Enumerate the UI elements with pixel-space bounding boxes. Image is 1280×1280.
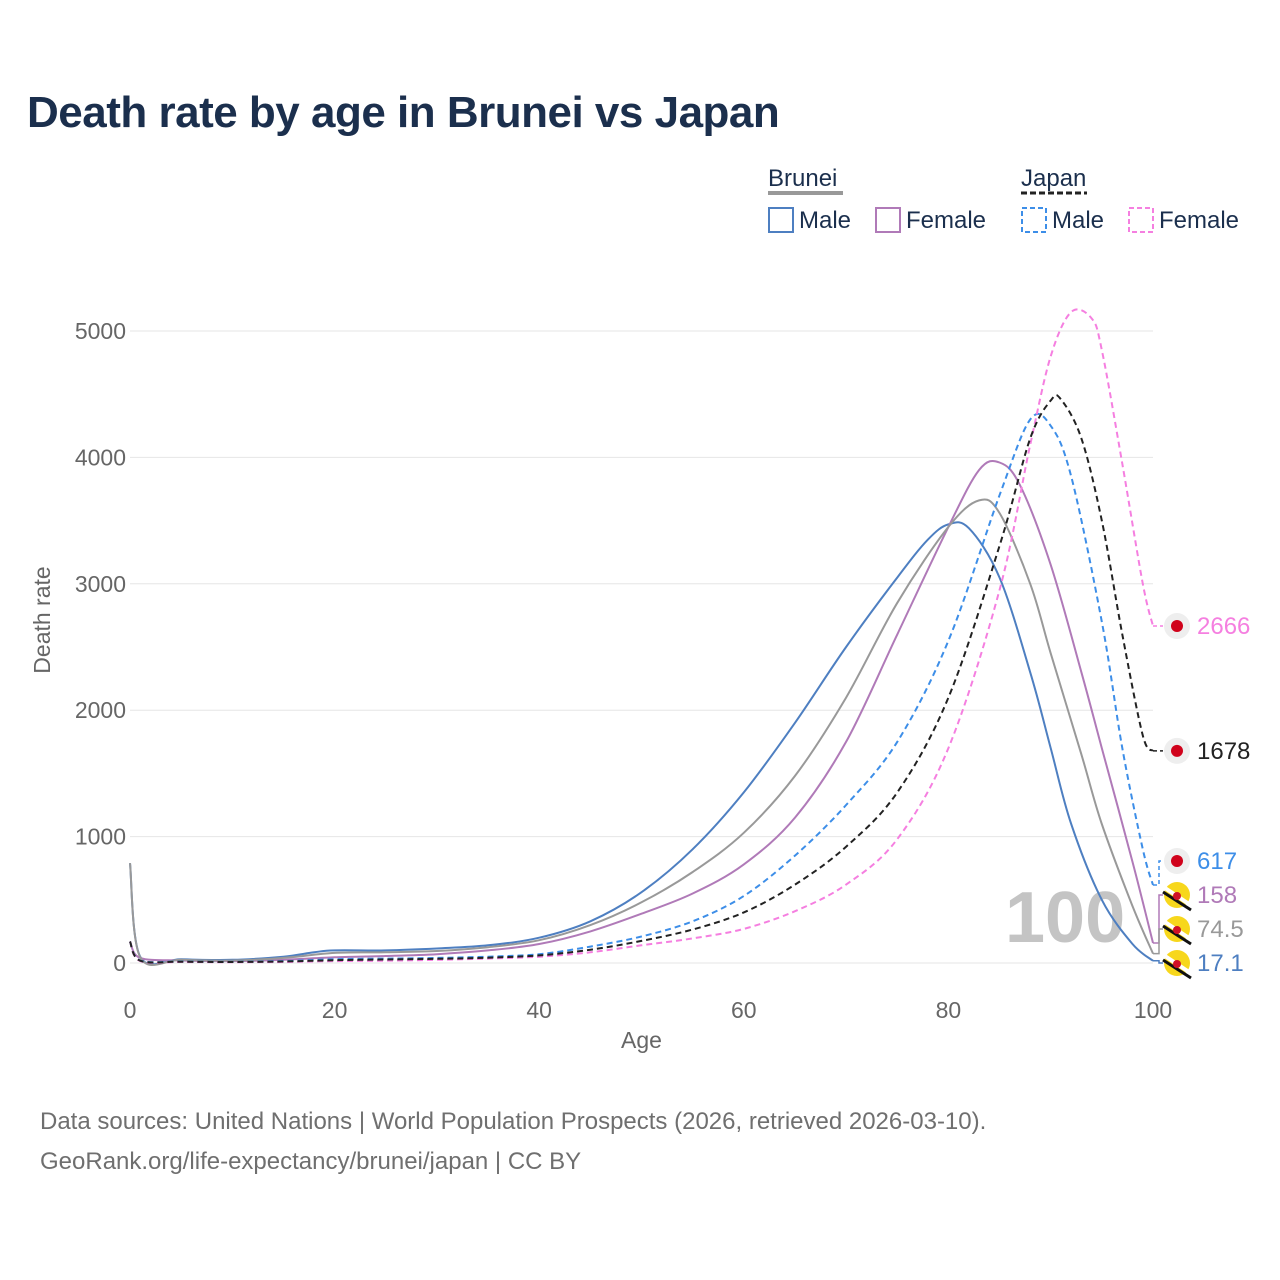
grid bbox=[130, 330, 1153, 964]
legend-label-brunei-male[interactable]: Male bbox=[799, 207, 851, 234]
legend-group-japan: Japan bbox=[1021, 165, 1086, 192]
flag-marker-japan_male bbox=[1164, 848, 1190, 874]
flag-marker-japan_total bbox=[1164, 737, 1190, 764]
series-line-japan_total[interactable] bbox=[129, 394, 1154, 964]
axes: 0 1000 2000 3000 4000 5000 0 20 40 60 80 100 Age Deat… bbox=[29, 318, 1172, 1053]
y-tick-label-1000: 1000 bbox=[75, 824, 126, 850]
y-axis-title: Death rate bbox=[29, 566, 55, 673]
end-label-japan_total: 1678 bbox=[1197, 738, 1250, 765]
end-label-japan_male: 617 bbox=[1197, 848, 1237, 875]
end-label-brunei_male: 17.1 bbox=[1197, 950, 1244, 977]
connector-brunei_male bbox=[1153, 960, 1163, 964]
x-tick-label-20: 20 bbox=[322, 997, 348, 1023]
x-tick-label-0: 0 bbox=[124, 997, 137, 1023]
brunei-flag-crest bbox=[1173, 926, 1181, 934]
japan-flag-disc bbox=[1171, 744, 1183, 757]
flag-marker-japan_female bbox=[1164, 613, 1190, 640]
series-line-japan_male[interactable] bbox=[129, 412, 1154, 964]
year-watermark: 100 bbox=[1005, 878, 1125, 958]
connector-brunei_female bbox=[1153, 894, 1163, 944]
y-tick-label-4000: 4000 bbox=[75, 444, 126, 470]
end-labels: 2666 1678 617 158 74.5 17.1 bbox=[1153, 613, 1250, 980]
connector-japan_male bbox=[1153, 860, 1163, 886]
series-line-japan_female[interactable] bbox=[129, 308, 1154, 964]
brunei-flag-black-stripe bbox=[1162, 958, 1192, 980]
x-tick-label-40: 40 bbox=[526, 997, 552, 1023]
y-tick-label-2000: 2000 bbox=[75, 697, 126, 723]
end-label-brunei_female: 158 bbox=[1197, 882, 1237, 909]
legend-group-brunei: Brunei bbox=[768, 165, 837, 192]
brunei-flag-black-stripe bbox=[1162, 890, 1192, 912]
japan-flag-disc bbox=[1171, 855, 1183, 867]
legend-swatch-brunei-female[interactable] bbox=[875, 207, 901, 233]
flag-marker-brunei_total bbox=[1162, 916, 1192, 946]
japan-flag-disc bbox=[1171, 620, 1183, 633]
chart-svg: Brunei Japan Male Female Male Female 0 10… bbox=[29, 165, 1250, 1053]
legend-swatch-japan-male[interactable] bbox=[1021, 207, 1047, 233]
x-tick-label-60: 60 bbox=[731, 997, 757, 1023]
x-axis-title: Age bbox=[621, 1027, 662, 1053]
flag-marker-brunei_female bbox=[1162, 882, 1192, 912]
connector-brunei_total bbox=[1153, 928, 1163, 955]
legend-label-japan-male[interactable]: Male bbox=[1052, 207, 1104, 234]
x-tick-label-80: 80 bbox=[936, 997, 962, 1023]
y-tick-label-3000: 3000 bbox=[75, 571, 126, 597]
legend-label-japan-female[interactable]: Female bbox=[1159, 207, 1239, 234]
brunei-flag-crest bbox=[1173, 892, 1181, 900]
legend: Brunei Japan Male Female Male Female bbox=[768, 165, 1239, 234]
end-label-japan_female: 2666 bbox=[1197, 613, 1250, 640]
end-label-brunei_total: 74.5 bbox=[1197, 916, 1244, 943]
series-line-brunei_total[interactable] bbox=[129, 498, 1154, 967]
series bbox=[129, 308, 1154, 967]
legend-swatch-brunei-male[interactable] bbox=[768, 207, 794, 233]
brunei-flag-crest bbox=[1173, 960, 1181, 968]
legend-label-brunei-female[interactable]: Female bbox=[906, 207, 986, 234]
series-line-brunei_female[interactable] bbox=[129, 459, 1154, 963]
flag-marker-brunei_male bbox=[1162, 950, 1192, 980]
y-tick-label-5000: 5000 bbox=[75, 318, 126, 344]
legend-swatch-japan-female[interactable] bbox=[1128, 207, 1154, 233]
chart-title: Death rate by age in Brunei vs Japan bbox=[27, 88, 780, 137]
series-line-brunei_male[interactable] bbox=[129, 521, 1154, 966]
y-tick-label-0: 0 bbox=[113, 950, 126, 976]
x-tick-label-100: 100 bbox=[1134, 997, 1172, 1023]
brunei-flag-black-stripe bbox=[1162, 924, 1192, 946]
source-line-2[interactable]: GeoRank.org/life-expectancy/brunei/japan… bbox=[40, 1148, 582, 1175]
source-line-1: Data sources: United Nations | World Pop… bbox=[40, 1108, 987, 1135]
